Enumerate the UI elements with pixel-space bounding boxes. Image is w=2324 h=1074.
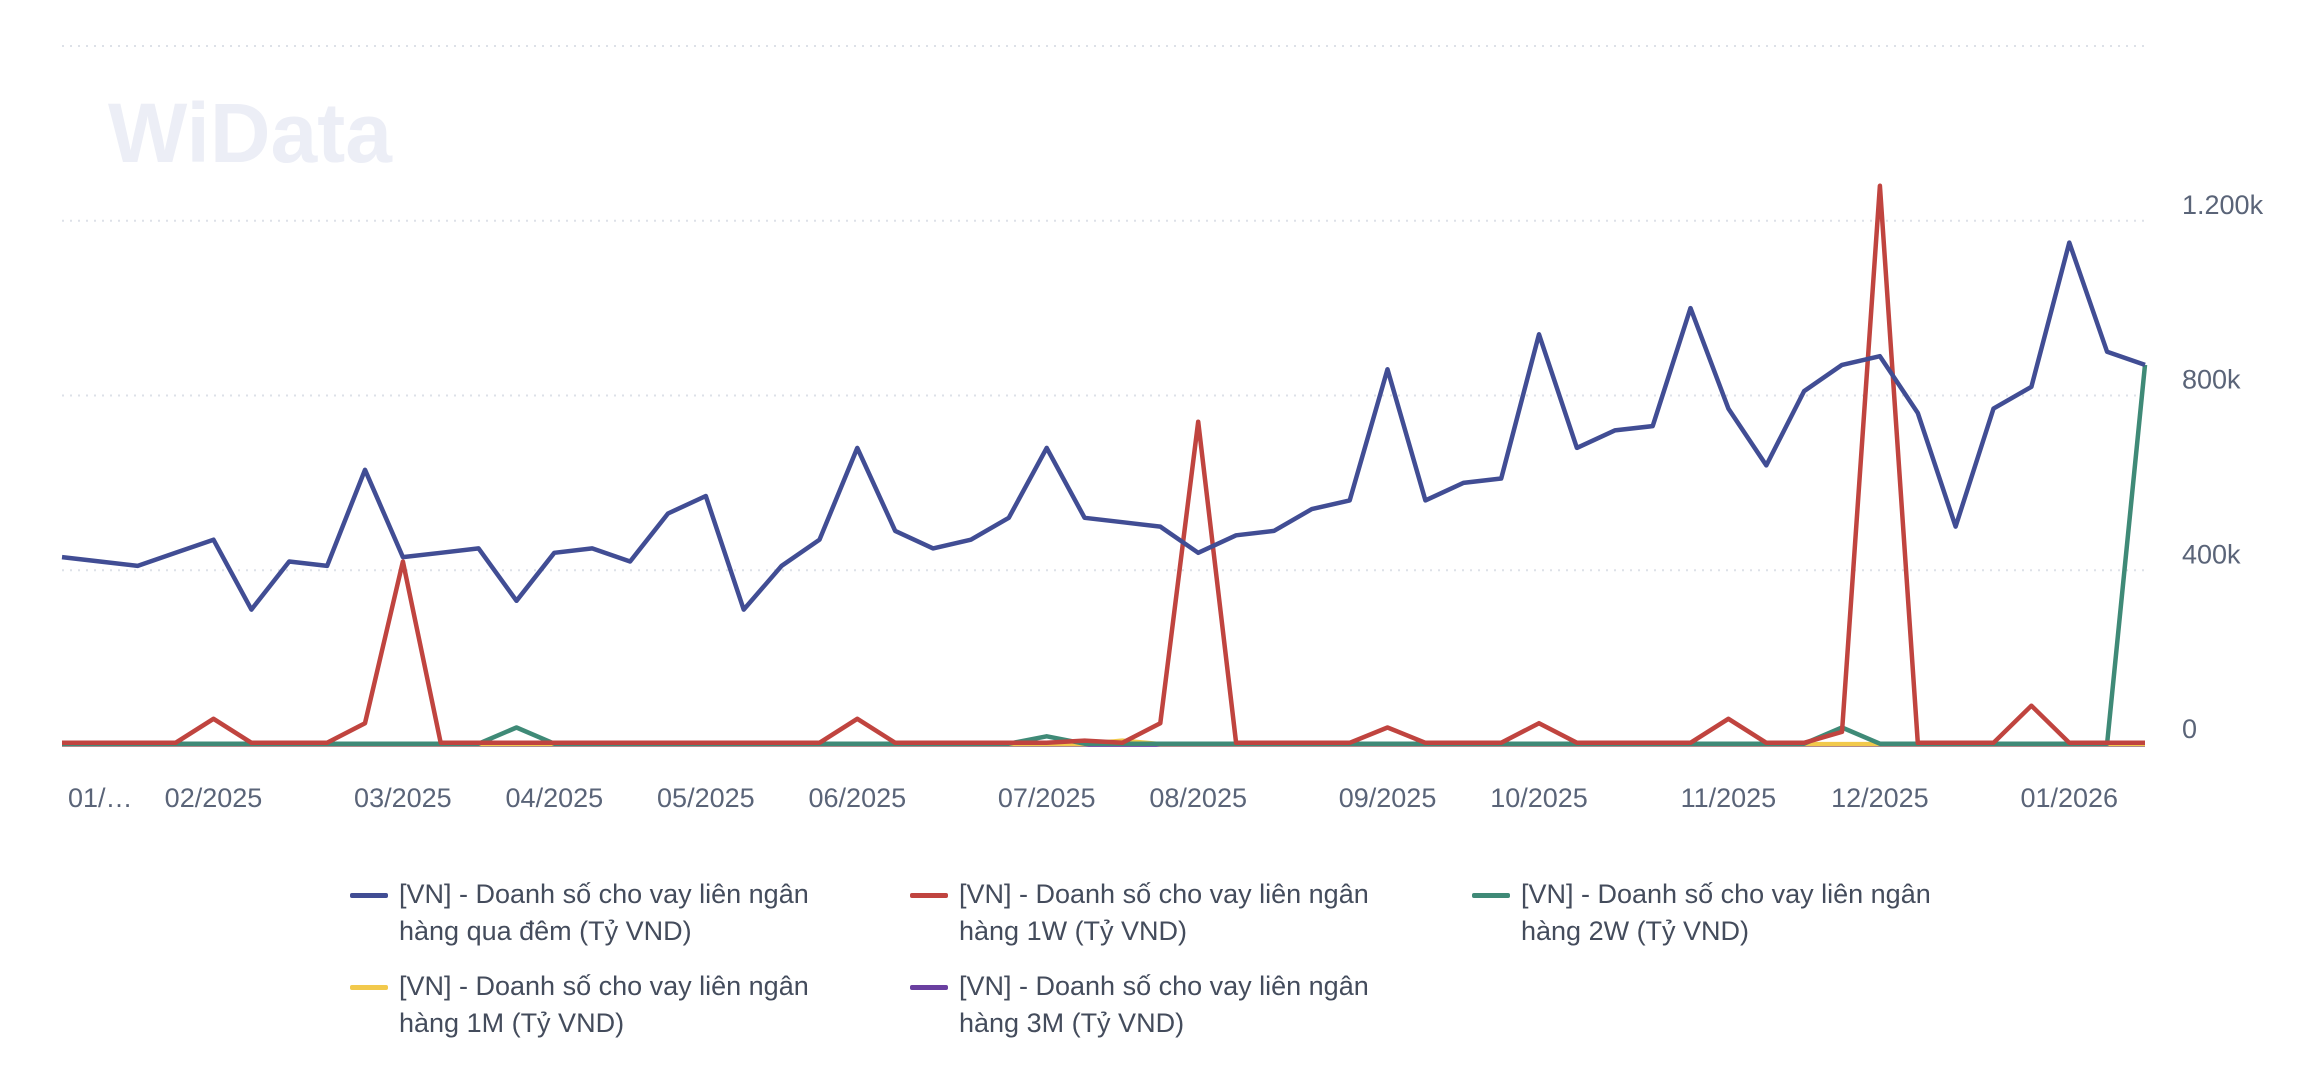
x-tick-label: 10/2025 [1490,783,1588,813]
legend-label: [VN] - Doanh số cho vay liên ngân hàng 1… [959,879,1369,946]
y-tick-label: 0 [2182,714,2197,744]
legend-swatch [910,985,948,990]
legend-label: [VN] - Doanh số cho vay liên ngân hàng 2… [1521,879,1931,946]
y-tick-label: 1.200k [2182,190,2264,220]
legend-label: [VN] - Doanh số cho vay liên ngân hàng 3… [959,971,1369,1038]
x-tick-label: 12/2025 [1831,783,1929,813]
chart: WiData 0 400k 800k 1.200k 01/… 02/2025 03/2025… [61,45,2264,813]
legend-item[interactable]: [VN] - Doanh số cho vay liên ngân hàng 2… [1472,876,2002,950]
x-tick-label: 04/2025 [506,783,604,813]
legend-item[interactable]: [VN] - Doanh số cho vay liên ngân hàng 1… [350,968,880,1042]
legend-label: [VN] - Doanh số cho vay liên ngân hàng q… [399,879,809,946]
x-tick-label: 08/2025 [1149,783,1247,813]
legend-item[interactable]: [VN] - Doanh số cho vay liên ngân hàng 1… [910,876,1440,950]
legend-swatch [350,985,388,990]
x-tick-label: 09/2025 [1339,783,1437,813]
x-tick-label: 05/2025 [657,783,755,813]
y-tick-label: 800k [2182,365,2241,395]
x-tick-label: 03/2025 [354,783,452,813]
legend-swatch [350,893,388,898]
legend-item[interactable]: [VN] - Doanh số cho vay liên ngân hàng 3… [910,968,1440,1042]
series-line [61,240,2146,612]
x-tick-label: 06/2025 [809,783,907,813]
legend-label: [VN] - Doanh số cho vay liên ngân hàng 1… [399,971,809,1038]
x-tick-label: 01/… [68,783,133,813]
legend-swatch [1472,893,1510,898]
series-line [62,183,2145,746]
legend-item[interactable]: [VN] - Doanh số cho vay liên ngân hàng q… [350,876,880,950]
x-tick-label: 01/2026 [2020,783,2118,813]
y-tick-label: 400k [2182,539,2241,569]
x-tick-label: 02/2025 [165,783,263,813]
x-tick-label: 07/2025 [998,783,1096,813]
legend-swatch [910,893,948,898]
x-tick-label: 11/2025 [1681,783,1777,813]
watermark: WiData [108,86,393,180]
